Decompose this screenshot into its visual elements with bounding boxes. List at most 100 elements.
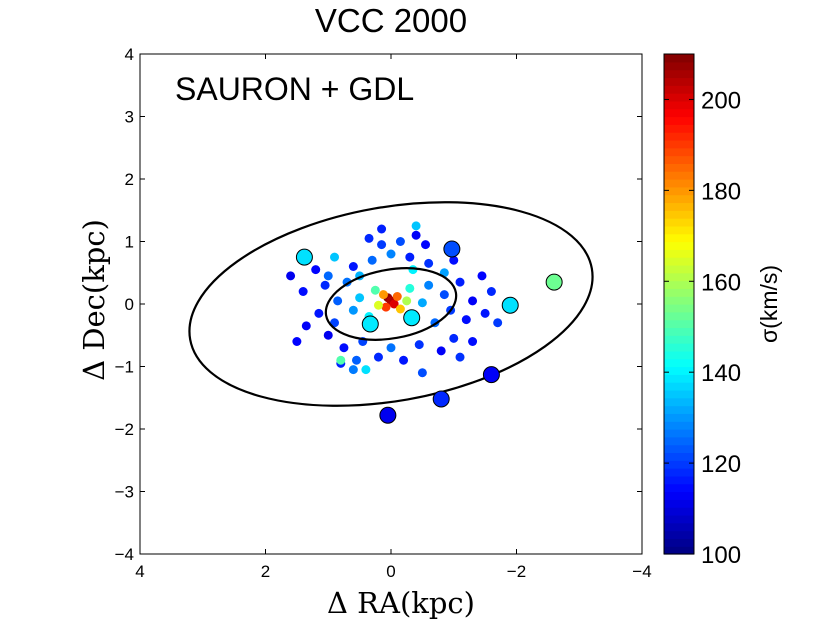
sauron-point bbox=[402, 296, 412, 306]
colorbar-segment bbox=[664, 288, 694, 297]
colorbar-segment bbox=[664, 350, 694, 360]
y-axis-label: Δ Dec(kpc) bbox=[77, 219, 111, 381]
colorbar-segment bbox=[664, 202, 694, 211]
sauron-point bbox=[449, 333, 459, 343]
sauron-point bbox=[477, 271, 487, 281]
sauron-point bbox=[323, 271, 333, 281]
sauron-point bbox=[424, 280, 434, 290]
sauron-point bbox=[455, 352, 465, 362]
sauron-point bbox=[292, 337, 302, 346]
colorbar-segment bbox=[664, 452, 694, 461]
gdl-point bbox=[545, 273, 563, 291]
y-tick-label: 1 bbox=[125, 233, 134, 252]
sauron-point bbox=[414, 340, 424, 350]
sauron-point bbox=[314, 308, 324, 318]
colorbar-segment bbox=[664, 186, 694, 196]
y-tick-label: −4 bbox=[115, 545, 134, 564]
colorbar-segment bbox=[664, 468, 694, 477]
colorbar-segment bbox=[664, 522, 694, 532]
chart-title: VCC 2000 bbox=[314, 2, 468, 39]
gdl-point bbox=[295, 248, 313, 266]
colorbar-segment bbox=[664, 132, 694, 141]
isophote-ellipse bbox=[324, 267, 458, 341]
y-tick-label: −2 bbox=[115, 420, 134, 439]
colorbar-segment bbox=[664, 327, 694, 336]
colorbar-segment bbox=[664, 249, 694, 258]
sauron-point bbox=[468, 296, 478, 306]
sauron-point bbox=[468, 337, 478, 346]
colorbar-segment bbox=[664, 483, 694, 493]
colorbar-segment bbox=[664, 124, 694, 133]
sauron-point bbox=[386, 343, 396, 353]
colorbar-segment bbox=[664, 389, 694, 399]
sauron-point bbox=[424, 258, 434, 268]
x-tick-label: −2 bbox=[507, 562, 526, 581]
sauron-point bbox=[395, 304, 405, 314]
sauron-point bbox=[378, 290, 388, 300]
colorbar-segment bbox=[664, 155, 694, 164]
sauron-point bbox=[395, 237, 405, 246]
isophote-ellipse bbox=[188, 201, 594, 407]
sauron-point bbox=[373, 352, 383, 362]
sauron-point bbox=[411, 230, 421, 240]
colorbar-segment bbox=[664, 546, 694, 555]
sauron-point bbox=[417, 368, 427, 378]
colorbar-segment bbox=[664, 54, 694, 63]
colorbar-frame bbox=[663, 53, 695, 555]
sauron-point bbox=[439, 290, 449, 300]
colorbar-segment bbox=[664, 460, 694, 469]
colorbar-segment bbox=[664, 413, 694, 422]
gdl-point bbox=[482, 366, 500, 384]
colorbar-segment bbox=[664, 507, 694, 516]
colorbar-segment bbox=[664, 358, 694, 368]
colorbar-segment bbox=[664, 366, 694, 375]
gdl-point bbox=[432, 390, 450, 408]
sauron-point bbox=[364, 233, 374, 243]
sauron-point bbox=[298, 287, 308, 296]
sauron-point bbox=[381, 302, 391, 312]
sauron-point bbox=[493, 318, 503, 328]
colorbar-segment bbox=[664, 139, 694, 149]
colorbar-segment bbox=[664, 296, 694, 305]
annotation-label: SAURON + GDL bbox=[175, 71, 414, 107]
sauron-point bbox=[323, 330, 333, 340]
sauron-point bbox=[355, 293, 365, 303]
colorbar-segment bbox=[664, 264, 694, 274]
colorbar-segment bbox=[664, 85, 694, 94]
sauron-point bbox=[333, 296, 343, 306]
sauron-point bbox=[348, 365, 358, 375]
colorbar-segment bbox=[664, 311, 694, 321]
sauron-point bbox=[301, 321, 311, 331]
sauron-point bbox=[339, 343, 349, 353]
colorbar-segment bbox=[664, 171, 694, 180]
sauron-point bbox=[455, 277, 465, 287]
colorbar-segment bbox=[664, 93, 694, 102]
gdl-point bbox=[403, 309, 421, 327]
sauron-point bbox=[480, 308, 490, 318]
colorbar-segment bbox=[664, 179, 694, 188]
colorbar-segment bbox=[664, 69, 694, 79]
gdl-points bbox=[295, 240, 563, 424]
colorbar-segment bbox=[664, 429, 694, 438]
colorbar-segment bbox=[664, 397, 694, 407]
sauron-point bbox=[405, 252, 415, 262]
sauron-point bbox=[386, 249, 396, 259]
colorbar-segment bbox=[664, 210, 694, 219]
colorbar-segment bbox=[664, 163, 694, 172]
sauron-point bbox=[436, 346, 446, 356]
gdl-point bbox=[379, 406, 397, 424]
colorbar-segment bbox=[664, 538, 694, 547]
colorbar-segment bbox=[664, 436, 694, 446]
colorbar-label: σ(km/s) bbox=[756, 265, 782, 343]
colorbar-segment bbox=[664, 405, 694, 414]
sauron-point bbox=[421, 240, 431, 250]
sauron-point bbox=[411, 221, 421, 231]
colorbar-segment bbox=[664, 77, 694, 86]
sauron-points bbox=[286, 221, 503, 378]
colorbar-segment bbox=[664, 272, 694, 282]
sauron-point bbox=[399, 355, 409, 365]
sauron-point bbox=[389, 299, 399, 309]
y-tick-label: −3 bbox=[115, 483, 134, 502]
